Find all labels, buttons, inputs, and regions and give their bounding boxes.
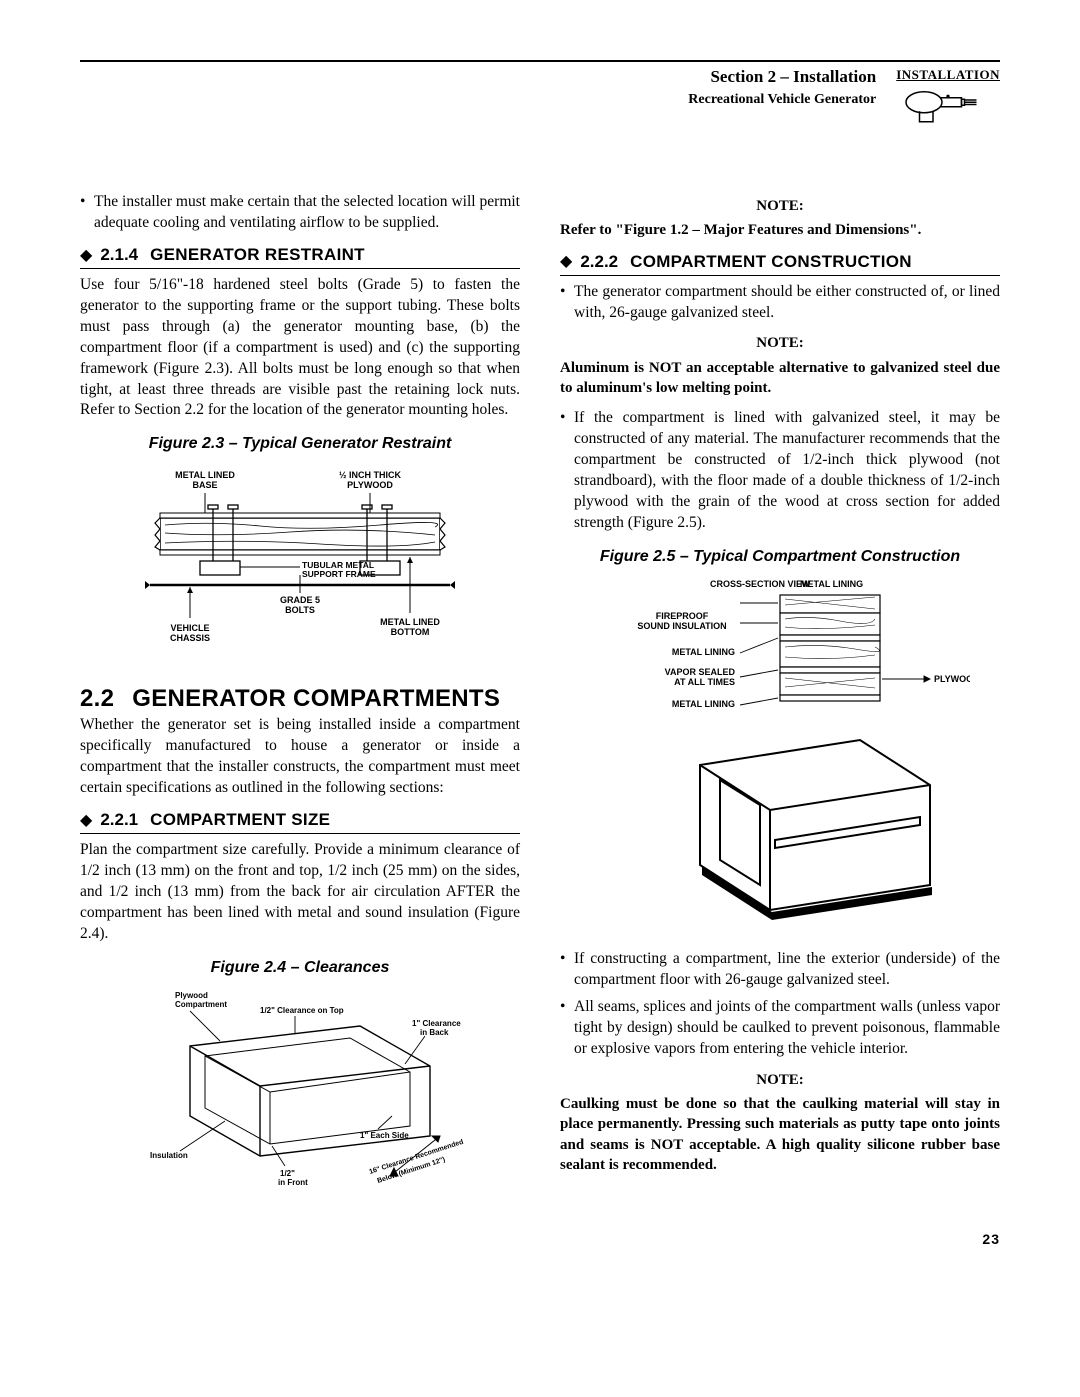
note3-label: NOTE: [560, 1070, 1000, 1090]
s222-b3: If constructing a compartment, line the … [574, 949, 1000, 991]
svg-text:METAL LINING: METAL LINING [800, 579, 863, 589]
s22-body: Whether the generator set is being insta… [80, 715, 520, 799]
note2-body: Aluminum is NOT an acceptable alternativ… [560, 358, 1000, 399]
svg-text:SUPPORT FRAME: SUPPORT FRAME [302, 569, 376, 579]
heading-214-title: GENERATOR RESTRAINT [150, 244, 365, 267]
heading-222-num: 2.2.2 [580, 251, 618, 274]
svg-text:CHASSIS: CHASSIS [170, 633, 210, 643]
note1-body: Refer to "Figure 1.2 – Major Features an… [560, 220, 1000, 240]
svg-text:METAL LINED: METAL LINED [380, 617, 440, 627]
svg-text:AT ALL TIMES: AT ALL TIMES [674, 677, 735, 687]
fig23-diagram: METAL LINED BASE ½ INCH THICK PLYWOOD TU… [80, 463, 520, 663]
s221-body: Plan the compartment size carefully. Pro… [80, 840, 520, 945]
page-header: Section 2 – Installation Recreational Ve… [80, 60, 1000, 132]
right-column: NOTE: Refer to "Figure 1.2 – Major Featu… [560, 192, 1000, 1210]
svg-text:1" Each Side: 1" Each Side [360, 1131, 409, 1140]
svg-text:BASE: BASE [192, 480, 217, 490]
fig23-caption: Figure 2.3 – Typical Generator Restraint [80, 433, 520, 455]
s214-body: Use four 5/16"-18 hardened steel bolts (… [80, 275, 520, 421]
heading-222-title: COMPARTMENT CONSTRUCTION [630, 251, 912, 274]
diamond-icon: ◆ [80, 810, 92, 832]
svg-text:FIREPROOF: FIREPROOF [656, 611, 709, 621]
svg-text:SOUND INSULATION: SOUND INSULATION [637, 621, 726, 631]
note3-body: Caulking must be done so that the caulki… [560, 1094, 1000, 1175]
heading-214-num: 2.1.4 [100, 244, 138, 267]
svg-text:Insulation: Insulation [150, 1151, 188, 1160]
heading-222: ◆ 2.2.2 COMPARTMENT CONSTRUCTION [560, 251, 1000, 276]
heading-221-title: COMPARTMENT SIZE [150, 809, 330, 832]
svg-text:½ INCH THICK: ½ INCH THICK [339, 470, 402, 480]
note2-label: NOTE: [560, 333, 1000, 353]
heading-214: ◆ 2.1.4 GENERATOR RESTRAINT [80, 244, 520, 269]
svg-text:1/2": 1/2" [280, 1169, 295, 1178]
header-section: Section 2 – Installation [688, 66, 876, 89]
s222-list1: The generator compartment should be eith… [560, 282, 1000, 324]
heading-22-num: 2.2 [80, 685, 114, 712]
heading-22: 2.2 GENERATOR COMPARTMENTS [80, 683, 520, 715]
fig24-caption: Figure 2.4 – Clearances [80, 957, 520, 979]
heading-221-num: 2.2.1 [100, 809, 138, 832]
svg-text:PLYWOOD: PLYWOOD [347, 480, 393, 490]
diamond-icon: ◆ [80, 245, 92, 267]
fig25-caption: Figure 2.5 – Typical Compartment Constru… [560, 546, 1000, 568]
svg-text:Plywood: Plywood [175, 991, 208, 1000]
content-columns: The installer must make certain that the… [80, 192, 1000, 1210]
s222-list2: If the compartment is lined with galvani… [560, 408, 1000, 534]
left-column: The installer must make certain that the… [80, 192, 520, 1210]
svg-text:1" Clearance: 1" Clearance [412, 1019, 461, 1028]
s222-b2: If the compartment is lined with galvani… [574, 408, 1000, 534]
heading-22-title: GENERATOR COMPARTMENTS [132, 685, 500, 712]
svg-text:VEHICLE: VEHICLE [170, 623, 209, 633]
header-subtitle: Recreational Vehicle Generator [688, 91, 876, 110]
page-number: 23 [80, 1230, 1000, 1249]
svg-text:in Back: in Back [420, 1028, 449, 1037]
heading-221: ◆ 2.2.1 COMPARTMENT SIZE [80, 809, 520, 834]
diamond-icon: ◆ [560, 251, 572, 273]
svg-text:PLYWOOD: PLYWOOD [934, 674, 970, 684]
fig24-diagram: Plywood Compartment 1/2" Clearance on To… [80, 986, 520, 1196]
svg-text:BOLTS: BOLTS [285, 605, 315, 615]
svg-text:CROSS-SECTION VIEW: CROSS-SECTION VIEW [710, 579, 811, 589]
svg-text:1/2" Clearance on Top: 1/2" Clearance on Top [260, 1006, 344, 1015]
svg-text:VAPOR SEALED: VAPOR SEALED [665, 667, 736, 677]
svg-text:BOTTOM: BOTTOM [391, 627, 430, 637]
s222-b4: All seams, splices and joints of the com… [574, 997, 1000, 1060]
intro-bullet: The installer must make certain that the… [94, 192, 520, 234]
fig25-diagram: CROSS-SECTION VIEW METAL LINING FIREPROO… [560, 575, 1000, 935]
s222-list3: If constructing a compartment, line the … [560, 949, 1000, 1060]
header-icon-label: INSTALLATION [896, 66, 1000, 84]
drill-icon [896, 86, 1000, 133]
header-icon-box: INSTALLATION [896, 66, 1000, 132]
svg-text:Compartment: Compartment [175, 1000, 227, 1009]
intro-list: The installer must make certain that the… [80, 192, 520, 234]
svg-text:METAL LINED: METAL LINED [175, 470, 235, 480]
svg-text:in Front: in Front [278, 1178, 308, 1187]
svg-text:METAL LINING: METAL LINING [672, 699, 735, 709]
header-text: Section 2 – Installation Recreational Ve… [688, 66, 876, 110]
svg-text:METAL LINING: METAL LINING [672, 647, 735, 657]
note1-label: NOTE: [560, 196, 1000, 216]
svg-text:GRADE 5: GRADE 5 [280, 595, 320, 605]
s222-b1: The generator compartment should be eith… [574, 282, 1000, 324]
